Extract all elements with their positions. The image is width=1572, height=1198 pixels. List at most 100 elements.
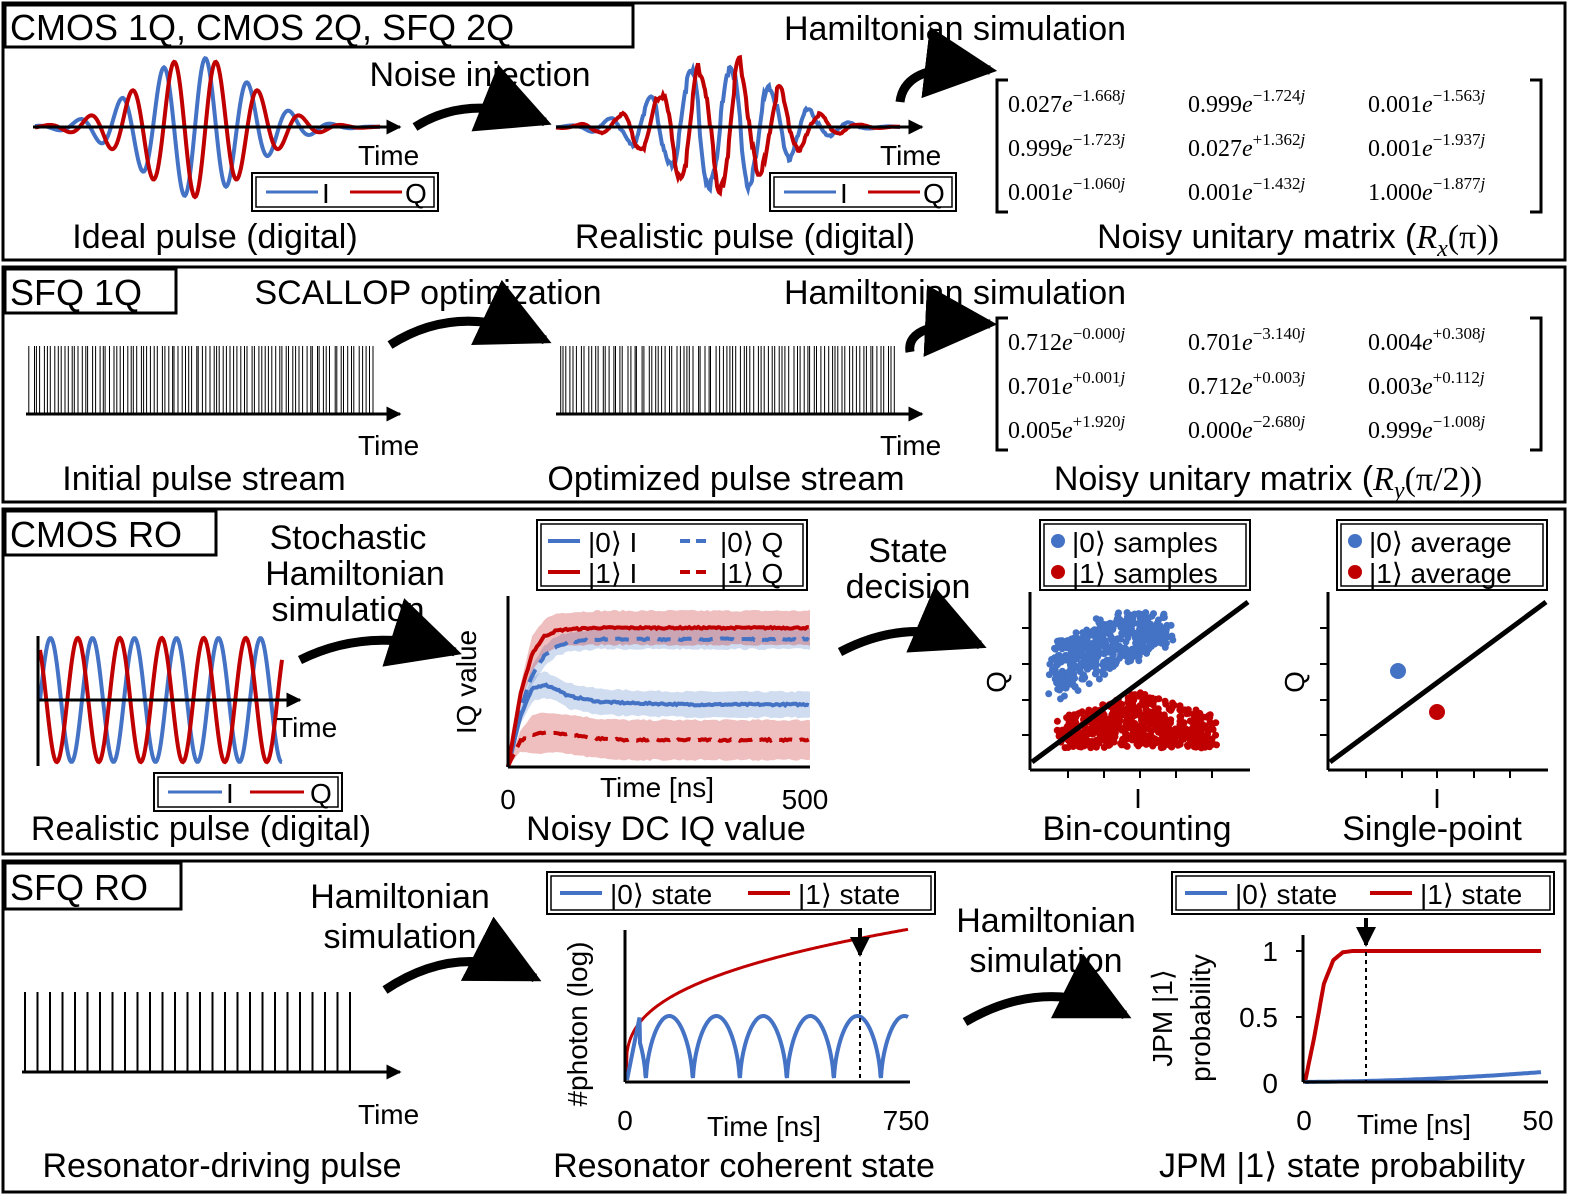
sample-0-point [1081,674,1089,681]
drive-pulse-spikes [24,992,351,1072]
svg-text:Time: Time [880,430,941,461]
matrix-entry: 0.001e−1.563j [1368,86,1486,118]
sample-1-point [1055,730,1063,738]
svg-text:0: 0 [1296,1105,1312,1136]
state-decision-arrow [837,586,987,656]
state-decision-label: State decision [846,532,971,606]
sample-1-point [1135,692,1143,700]
ideal-pulse-time-label: Time [358,140,419,171]
iq-series-line [506,624,809,767]
sample-0-point [1095,640,1103,647]
sample-1-point [1107,734,1115,742]
sample-1-point [1127,705,1135,713]
matrix-entry: 0.999e−1.008j [1368,412,1486,444]
sample-1-point [1134,742,1142,750]
sample-1-point [1194,739,1202,747]
sample-0-point [1080,657,1088,665]
sample-1-point [1154,728,1162,736]
sample-1-point [1180,719,1188,727]
hamiltonian-sim-arrow-1 [895,26,998,103]
sample-1-point [1210,740,1218,748]
svg-text:Q: Q [923,178,945,209]
iq-plot-area [506,609,810,768]
svg-text:Time: Time [358,1099,419,1130]
sample-1-point [1190,710,1198,718]
jpm-legend: |0⟩ state |1⟩ state [1171,871,1555,915]
sample-1-point [1203,740,1211,748]
svg-text:I: I [1134,783,1142,814]
sample-1-point [1109,727,1117,735]
optimized-pulse-spikes [560,346,895,414]
sample-1-point [1168,737,1176,745]
sample-0-point [1071,642,1079,650]
matrix-entry: 0.027e−1.668j [1008,86,1126,118]
svg-text:SFQ 1Q: SFQ 1Q [10,272,142,313]
sample-0-point [1162,639,1170,647]
iq-legend: |0⟩ I |0⟩ Q |1⟩ I |1⟩ Q [536,519,808,591]
svg-text:|0⟩ I: |0⟩ I [588,527,637,558]
ideal-pulse-plot: Time I Q Ideal pulse (digital) [33,55,439,256]
matrix-entry: 0.701e+0.001j [1008,368,1126,400]
matrix-entry: 1.000e−1.877j [1368,174,1486,206]
sample-1-point [1159,728,1167,736]
sample-1-point [1080,742,1088,750]
sample-0-point [1073,652,1081,660]
svg-text:Q: Q [405,178,427,209]
sample-0-point [1118,621,1126,629]
svg-text:Q: Q [310,778,332,809]
sample-1-point [1072,713,1080,721]
sample-1-point [1089,730,1097,738]
photon-legend: |0⟩ state |1⟩ state [546,871,936,915]
hamiltonian-sim-label-2: Hamiltonian simulation [784,274,1126,312]
sample-1-point [1187,718,1195,726]
sample-1-point [1158,714,1166,722]
hamiltonian-sim-label-4: Hamiltonian simulation [956,902,1136,980]
sample-0-point [1098,626,1105,634]
sample-0-point [1142,609,1150,617]
ideal-pulse-q-trace [34,59,380,200]
sample-0-point [1079,629,1087,637]
svg-text:|1⟩ I: |1⟩ I [588,558,637,589]
svg-text:|1⟩ Q: |1⟩ Q [720,558,783,589]
stochastic-sim-arrow [297,598,462,667]
sample-1-point [1117,740,1125,747]
state1-average-point [1429,704,1445,720]
svg-text:decision: decision [846,568,971,606]
sample-0-point [1085,649,1093,657]
sample-0-point [1113,615,1121,623]
sample-0-point [1100,650,1108,658]
sample-0-point [1089,627,1097,635]
matrix-entry: 0.712e−0.000j [1008,324,1126,356]
ro-pulse-q-trace [38,635,284,765]
sample-1-point [1124,711,1131,718]
photon-caption: Resonator coherent state [553,1147,935,1185]
single-caption: Single-point [1342,810,1522,848]
sample-0-point [1051,644,1058,652]
sample-0-point [1086,663,1094,671]
sample-0-point [1046,660,1054,668]
svg-text:|1⟩ state: |1⟩ state [798,879,900,910]
sample-1-point [1135,726,1143,734]
sample-0-point [1095,675,1103,683]
svg-text:0: 0 [500,784,516,815]
svg-text:750: 750 [883,1105,930,1136]
matrix-rx-caption: Noisy unitary matrix (Rx(π)) [1097,218,1499,262]
ideal-pulse-caption: Ideal pulse (digital) [72,218,357,256]
sample-0-point [1108,656,1116,664]
svg-text:|1⟩ average: |1⟩ average [1369,558,1512,589]
svg-text:1: 1 [1262,936,1278,967]
svg-text:SFQ RO: SFQ RO [10,867,148,908]
sample-1-point [1142,702,1150,710]
panel3-tag: CMOS RO [3,509,218,557]
hamiltonian-sim-arrow-3 [382,916,542,994]
ro-pulse-i-trace [38,636,283,764]
sample-0-point [1092,660,1100,668]
sample-1-point [1129,692,1137,700]
svg-text:JPM |1⟩: JPM |1⟩ [1147,969,1178,1067]
sample-0-point [1077,663,1085,671]
sample-1-point [1123,742,1131,750]
stochastic-sim-label: Stochastic Hamiltonian simulation [265,519,445,629]
sample-1-point [1088,721,1096,729]
matrix-entry: 0.712e+0.003j [1188,368,1306,400]
sample-0-point [1072,629,1080,637]
